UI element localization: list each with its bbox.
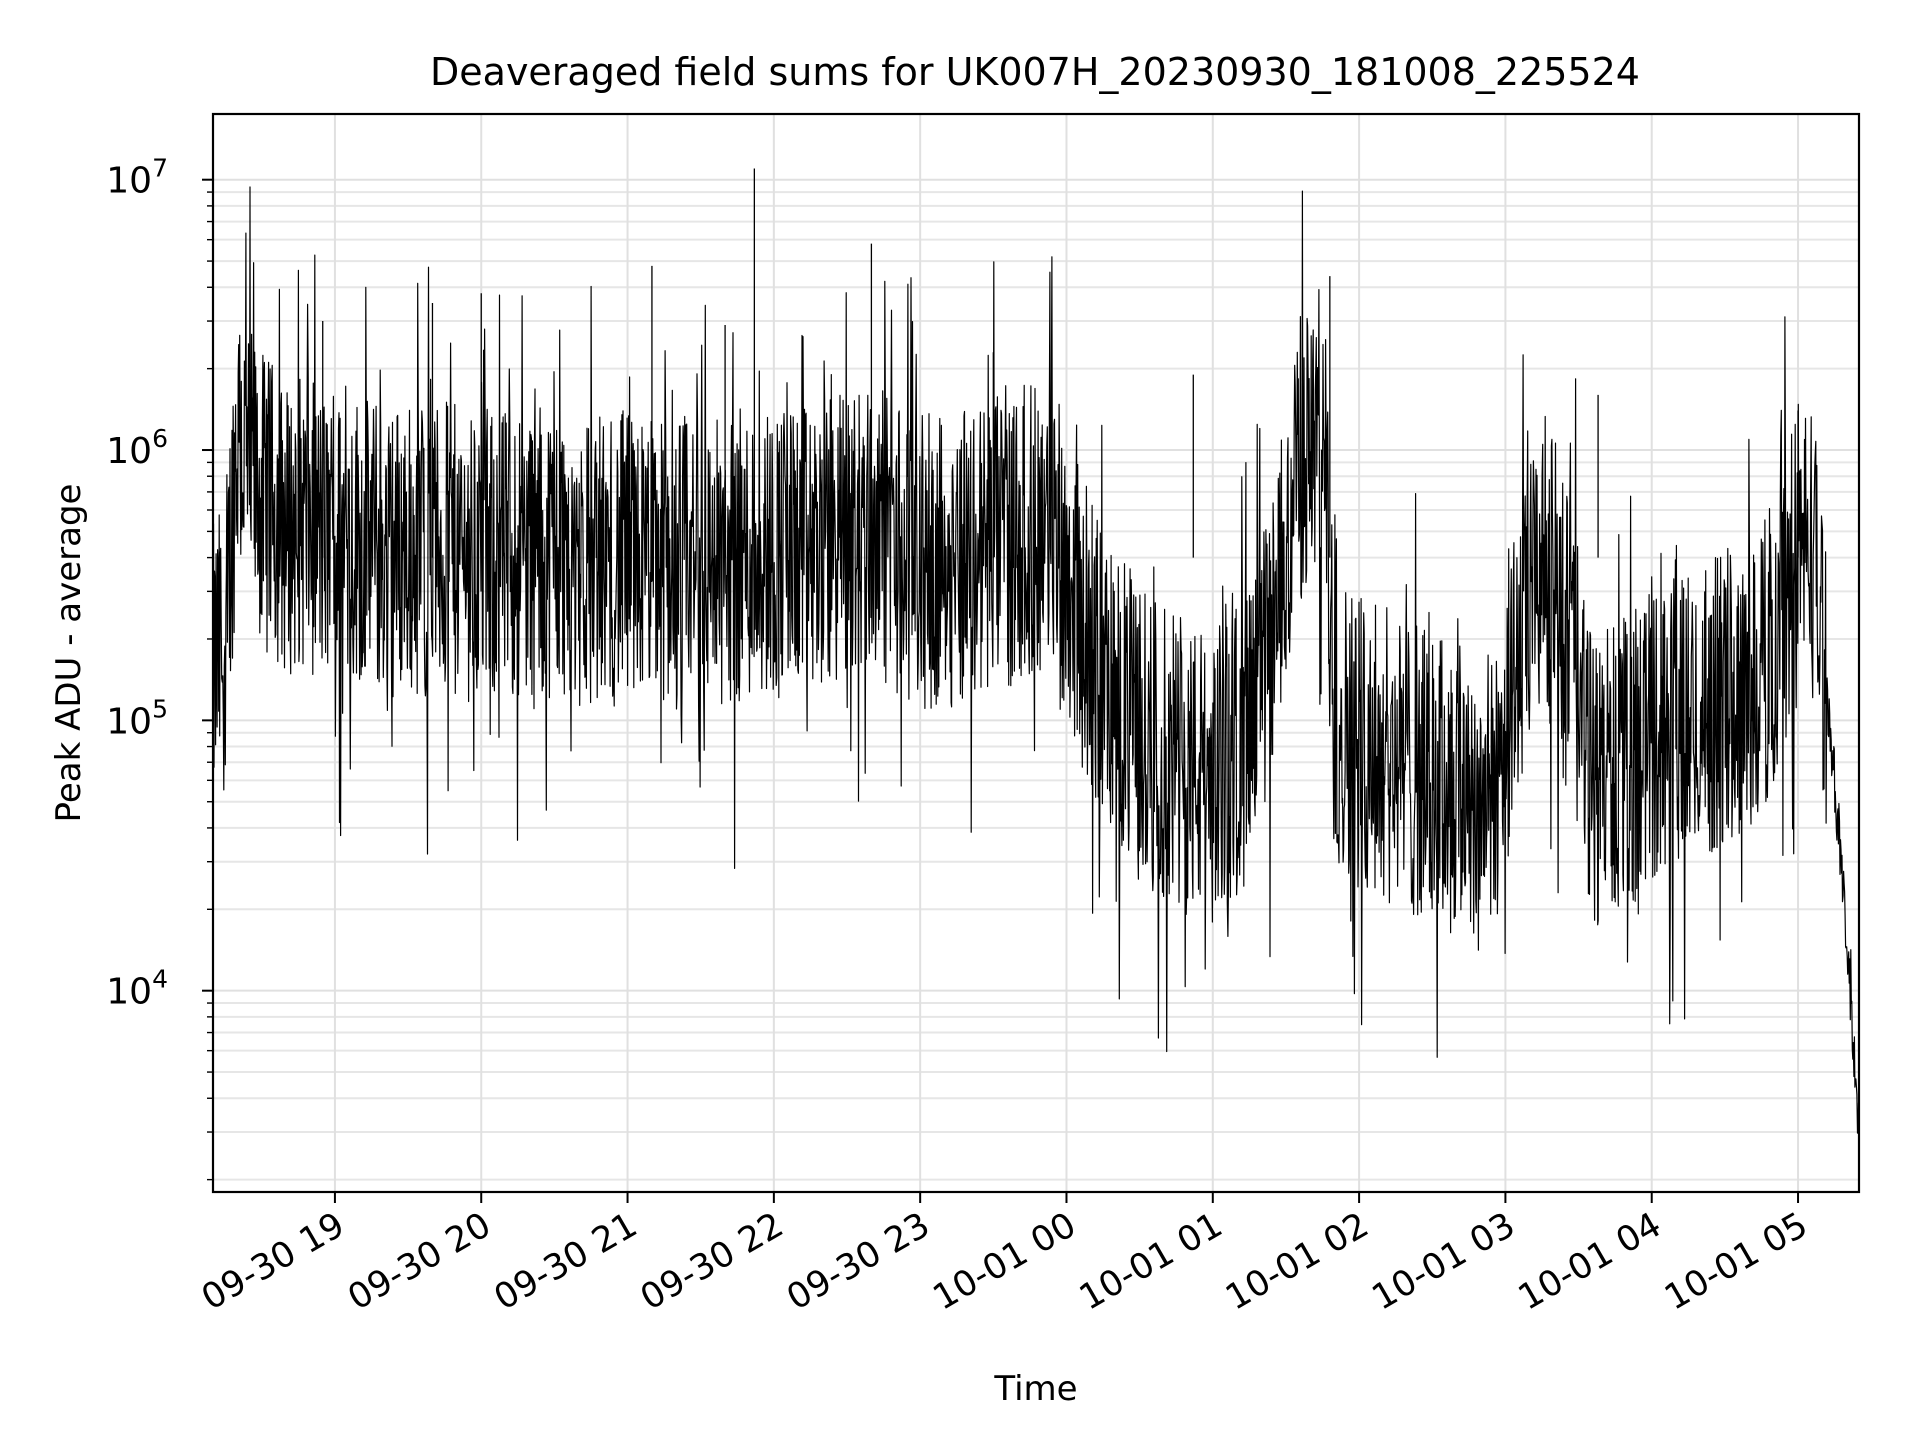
y-tick-label: 107 <box>106 154 168 202</box>
chart-title: Deaveraged field sums for UK007H_2023093… <box>430 50 1640 94</box>
y-tick-label: 104 <box>106 965 168 1013</box>
y-axis-label: Peak ADU - average <box>49 484 89 823</box>
data-series-line <box>212 186 1860 1139</box>
y-tick-label-exponent: 5 <box>152 694 168 723</box>
x-axis-label: Time <box>993 1369 1077 1409</box>
y-tick-label: 105 <box>106 694 168 742</box>
y-tick-label-base: 10 <box>106 161 152 202</box>
y-tick-label-exponent: 6 <box>152 424 168 453</box>
y-tick-label-base: 10 <box>106 701 152 742</box>
plot-frame <box>211 112 1861 1194</box>
y-tick-label-base: 10 <box>106 972 152 1013</box>
y-tick-label: 106 <box>106 424 168 472</box>
y-tick-label-exponent: 4 <box>152 965 168 994</box>
plot-area <box>212 168 1860 1139</box>
y-tick-label-exponent: 7 <box>152 154 168 183</box>
y-tick-label-base: 10 <box>106 431 152 472</box>
